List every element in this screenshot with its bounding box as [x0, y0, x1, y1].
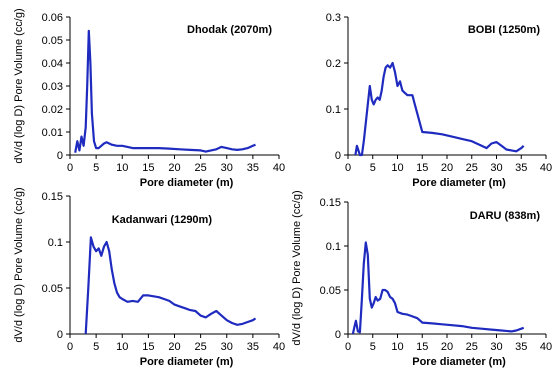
x-tick-label: 0: [345, 341, 351, 353]
x-tick-label: 10: [391, 341, 403, 353]
x-tick-label: 30: [490, 341, 502, 353]
panel-daru: 0 5 10 15 20 25 30 35 40 0 0.05 0.1 0.15 DARU (838m) P…: [291, 190, 552, 368]
x-tick-label: 20: [168, 341, 180, 353]
y-tick-label: 0.1: [326, 104, 341, 116]
series-line-bobi: [354, 61, 525, 157]
y-axis-label: dV/d (log D) Pore Volume (cc/g): [291, 190, 303, 345]
x-axis-label: Pore diameter (m): [412, 177, 506, 189]
x-axis-label: Pore diameter (m): [412, 356, 506, 368]
y-tick-label: 0: [57, 329, 63, 341]
x-tick-label: 5: [370, 341, 376, 353]
chart-title-daru: DARU (838m): [470, 210, 541, 222]
y-tick-label: 0.03: [42, 81, 63, 93]
series-line-daru: [351, 241, 525, 335]
x-tick-label: 0: [345, 162, 351, 174]
x-tick-label: 35: [247, 341, 259, 353]
x-tick-label: 0: [67, 341, 73, 353]
x-tick-label: 10: [116, 162, 128, 174]
y-tick-label: 0: [335, 329, 341, 341]
y-tick-label: 0: [335, 150, 341, 162]
x-tick-label: 10: [116, 341, 128, 353]
series-line-kadanwari: [84, 236, 257, 335]
y-tick-label: 0.2: [326, 58, 341, 70]
chart-title-bobi: BOBI (1250m): [468, 24, 540, 36]
y-tick-label: 0.02: [42, 104, 63, 116]
x-tick-label: 25: [466, 341, 478, 353]
x-tick-label: 40: [273, 341, 285, 353]
y-tick-label: 0.05: [42, 35, 63, 47]
x-tick-label: 40: [273, 162, 285, 174]
x-tick-label: 5: [93, 162, 99, 174]
panel-dhodak: 0 5 10 15 20 25 30 35 40 0 0.01 0.02 0.03 0.04 0.05 0.0…: [13, 8, 285, 189]
chart-title-dhodak: Dhodak (2070m): [187, 24, 272, 36]
y-tick-label: 0.3: [326, 12, 341, 24]
x-tick-label: 30: [221, 162, 233, 174]
y-tick-label: 0.1: [326, 241, 341, 253]
x-tick-label: 15: [416, 341, 428, 353]
x-tick-label: 0: [67, 162, 73, 174]
x-tick-label: 40: [540, 162, 552, 174]
x-tick-label: 30: [490, 162, 502, 174]
y-tick-label: 0.04: [42, 58, 63, 70]
x-tick-label: 40: [540, 341, 552, 353]
y-tick-label: 0.01: [42, 127, 63, 139]
x-tick-label: 15: [142, 341, 154, 353]
x-axis-label: Pore diameter (m): [140, 356, 234, 368]
x-tick-label: 10: [391, 162, 403, 174]
y-tick-label: 0.15: [320, 197, 341, 209]
y-axis-label: dV/d (log D) Pore Volume (cc/g): [13, 8, 25, 163]
y-axis-label: dV/d (log D) Pore Volume (cc/g): [13, 187, 25, 342]
y-tick-label: 0.05: [42, 283, 63, 295]
x-tick-label: 5: [93, 341, 99, 353]
x-tick-label: 20: [441, 341, 453, 353]
chart-title-kadanwari: Kadanwari (1290m): [112, 214, 213, 226]
x-tick-label: 30: [221, 341, 233, 353]
x-tick-label: 35: [515, 162, 527, 174]
x-tick-label: 20: [168, 162, 180, 174]
y-tick-label: 0.1: [48, 237, 63, 249]
y-tick-label: 0: [57, 150, 63, 162]
panel-kadanwari: 0 5 10 15 20 25 30 35 40 0 0.05 0.1 0.15 Kadanwari (1…: [13, 187, 285, 368]
x-tick-label: 25: [195, 162, 207, 174]
y-tick-label: 0.05: [320, 285, 341, 297]
y-tick-label: 0.06: [42, 12, 63, 24]
x-tick-label: 35: [515, 341, 527, 353]
x-tick-label: 15: [142, 162, 154, 174]
x-tick-label: 25: [195, 341, 207, 353]
x-tick-label: 15: [416, 162, 428, 174]
x-axis-label: Pore diameter (m): [140, 177, 234, 189]
panel-bobi: 0 5 10 15 20 25 30 35 40 0 0.1 0.2 0.3 BOBI (1250m) Po…: [326, 12, 552, 189]
series-line-dhodak: [74, 29, 256, 153]
x-tick-label: 5: [370, 162, 376, 174]
x-tick-label: 25: [466, 162, 478, 174]
y-tick-label: 0.15: [42, 191, 63, 203]
x-tick-label: 35: [247, 162, 259, 174]
x-tick-label: 20: [441, 162, 453, 174]
